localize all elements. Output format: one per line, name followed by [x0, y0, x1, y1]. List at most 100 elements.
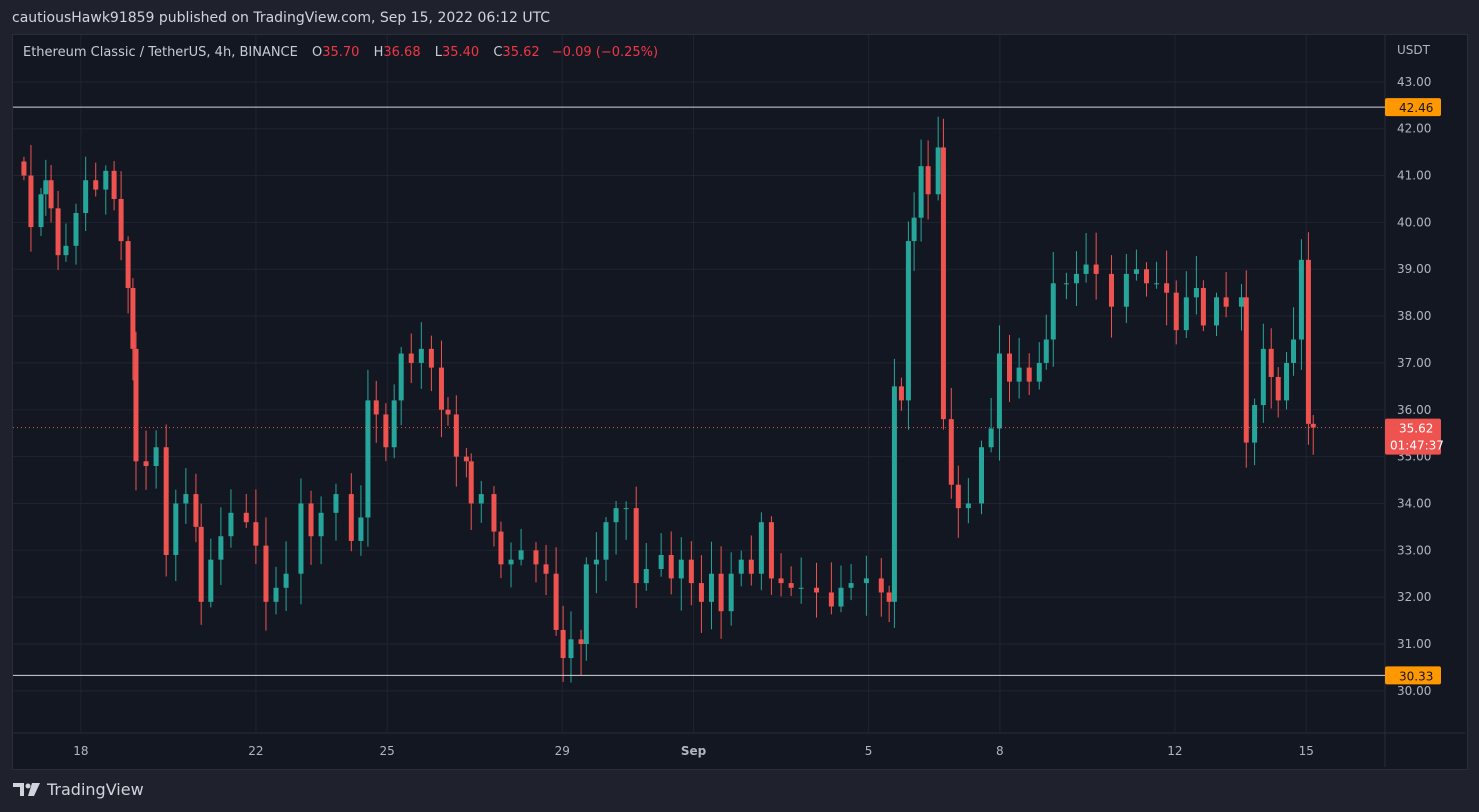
candle-down: [828, 592, 834, 607]
candle-up: [1050, 283, 1056, 340]
candle-up: [1252, 405, 1258, 443]
candle-up: [365, 400, 371, 518]
candle-up: [1083, 264, 1089, 274]
candle-down: [373, 400, 379, 415]
candle-up: [728, 573, 734, 612]
candle-down: [491, 494, 497, 532]
price-tick-label: 36.00: [1397, 403, 1431, 417]
candle-up: [911, 217, 917, 242]
time-tick-label: 15: [1299, 744, 1314, 758]
level-price-badge: [1385, 98, 1441, 117]
candle-up: [1214, 297, 1220, 326]
candle-down: [1026, 367, 1032, 382]
candle-up: [623, 508, 629, 510]
candle-up: [838, 587, 844, 607]
candle-up: [153, 447, 159, 466]
candle-up: [1291, 339, 1297, 363]
candle-up: [708, 573, 714, 602]
candle-down: [125, 241, 131, 288]
candle-down: [48, 180, 54, 209]
level-price-label: 30.33: [1399, 669, 1433, 683]
candle-down: [1305, 259, 1311, 424]
candle-down: [438, 367, 444, 410]
symbol-title[interactable]: Ethereum Classic / TetherUS, 4h, BINANCE: [23, 45, 298, 60]
publish-info: cautiousHawk91859 published on TradingVi…: [12, 10, 551, 26]
candle-up: [173, 503, 179, 555]
candle-down: [163, 447, 169, 555]
candle-up: [43, 180, 49, 195]
candle-down: [93, 180, 99, 190]
candle-down: [428, 348, 434, 368]
chart-frame: [12, 34, 1468, 770]
candle-up: [658, 554, 664, 570]
candle-up: [1260, 348, 1266, 406]
candle-up: [208, 559, 214, 602]
candle-up: [1193, 287, 1199, 298]
brand-name: TradingView: [47, 780, 144, 799]
candle-up: [978, 447, 984, 504]
candle-down: [198, 526, 204, 602]
candle-down: [553, 573, 559, 630]
candle-down: [243, 512, 249, 523]
time-tick-label: 25: [380, 744, 395, 758]
candle-down: [408, 353, 414, 363]
price-tick-label: 41.00: [1397, 169, 1431, 183]
last-price-label: 35.62: [1399, 422, 1433, 436]
candle-down: [940, 147, 946, 420]
price-tick-label: 31.00: [1397, 637, 1431, 651]
candle-up: [83, 180, 89, 214]
candle-up: [1016, 367, 1022, 382]
candle-up: [996, 353, 1002, 429]
price-tick-label: 38.00: [1397, 309, 1431, 323]
candle-up: [1043, 339, 1049, 363]
time-tick-label: 18: [73, 744, 88, 758]
candle-up: [863, 578, 869, 584]
candle-down: [768, 522, 774, 579]
candle-up: [848, 583, 854, 588]
candle-down: [955, 484, 961, 509]
candle-up: [38, 194, 44, 228]
candle-down: [788, 583, 794, 588]
candle-down: [1243, 297, 1249, 443]
tradingview-logo[interactable]: TradingView: [13, 780, 144, 799]
candle-down: [778, 578, 784, 584]
candle-down: [263, 545, 269, 602]
candle-down: [533, 550, 539, 565]
candle-down: [453, 414, 459, 457]
candle-down: [1143, 269, 1149, 284]
candle-up: [391, 400, 397, 448]
candle-down: [718, 573, 724, 612]
candle-up: [965, 503, 971, 509]
candle-up: [358, 517, 364, 541]
candle-down: [111, 170, 117, 199]
candle-up: [1183, 297, 1189, 331]
candle-up: [593, 559, 599, 565]
candle-down: [1268, 348, 1274, 377]
low-value: 35.40: [441, 45, 480, 60]
candle-up: [988, 428, 994, 448]
candle-down: [445, 409, 451, 415]
price-tick-label: 39.00: [1397, 262, 1431, 276]
candle-up: [298, 503, 304, 574]
candle-up: [398, 353, 404, 401]
time-tick-label: 8: [996, 744, 1004, 758]
price-tick-label: 43.00: [1397, 75, 1431, 89]
candle-down: [133, 348, 139, 462]
level-price-label: 42.46: [1399, 101, 1433, 115]
candle-up: [613, 508, 619, 523]
candle-down: [383, 414, 389, 448]
candle-down: [560, 629, 566, 659]
candle-down: [668, 554, 674, 579]
candle-up: [218, 536, 224, 560]
time-tick-label: 12: [1167, 744, 1182, 758]
candle-down: [1200, 287, 1206, 326]
candle-up: [333, 494, 339, 513]
candle-down: [1164, 283, 1170, 293]
candle-down: [118, 198, 124, 242]
candle-down: [543, 564, 549, 574]
candle-down: [498, 531, 504, 565]
level-price-badge: [1385, 666, 1441, 685]
bar-countdown-label: 01:47:37: [1390, 439, 1444, 453]
candle-up: [758, 522, 764, 574]
